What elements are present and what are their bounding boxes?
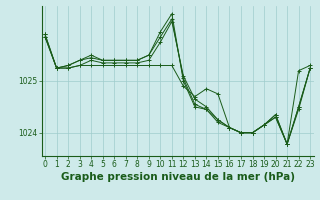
X-axis label: Graphe pression niveau de la mer (hPa): Graphe pression niveau de la mer (hPa): [60, 172, 295, 182]
